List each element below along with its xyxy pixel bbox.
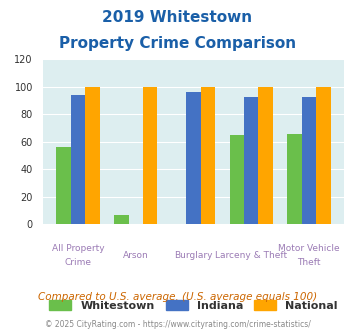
Bar xyxy=(258,87,273,224)
Text: Burglary: Burglary xyxy=(174,251,213,260)
Bar xyxy=(143,87,157,224)
Text: Arson: Arson xyxy=(123,251,149,260)
Text: Motor Vehicle: Motor Vehicle xyxy=(278,244,340,253)
Bar xyxy=(56,148,71,224)
Text: All Property: All Property xyxy=(52,244,104,253)
Text: Crime: Crime xyxy=(65,258,92,267)
Text: Compared to U.S. average. (U.S. average equals 100): Compared to U.S. average. (U.S. average … xyxy=(38,292,317,302)
Text: 2019 Whitestown: 2019 Whitestown xyxy=(103,10,252,25)
Bar xyxy=(230,135,244,224)
Bar xyxy=(302,97,316,224)
Bar xyxy=(186,92,201,224)
Text: Theft: Theft xyxy=(297,258,321,267)
Bar xyxy=(114,215,129,224)
Bar xyxy=(316,87,331,224)
Bar xyxy=(85,87,100,224)
Text: © 2025 CityRating.com - https://www.cityrating.com/crime-statistics/: © 2025 CityRating.com - https://www.city… xyxy=(45,320,310,329)
Bar xyxy=(71,95,85,224)
Bar xyxy=(201,87,215,224)
Text: Property Crime Comparison: Property Crime Comparison xyxy=(59,36,296,51)
Text: Larceny & Theft: Larceny & Theft xyxy=(215,251,287,260)
Bar xyxy=(244,97,258,224)
Legend: Whitestown, Indiana, National: Whitestown, Indiana, National xyxy=(45,296,342,315)
Bar xyxy=(287,134,302,224)
